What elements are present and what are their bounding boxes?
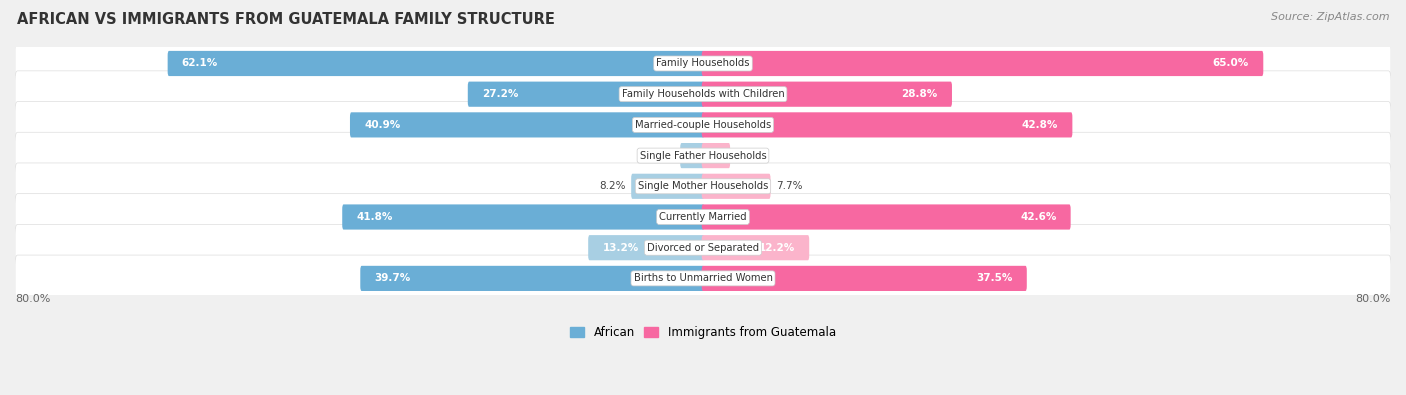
Text: 42.6%: 42.6% (1021, 212, 1056, 222)
FancyBboxPatch shape (15, 163, 1391, 210)
FancyBboxPatch shape (15, 224, 1391, 271)
FancyBboxPatch shape (350, 112, 704, 137)
Text: 2.5%: 2.5% (648, 150, 675, 161)
Text: 62.1%: 62.1% (181, 58, 218, 68)
Text: Family Households with Children: Family Households with Children (621, 89, 785, 99)
Legend: African, Immigrants from Guatemala: African, Immigrants from Guatemala (565, 322, 841, 344)
Text: Currently Married: Currently Married (659, 212, 747, 222)
Text: Divorced or Separated: Divorced or Separated (647, 243, 759, 253)
FancyBboxPatch shape (702, 204, 1070, 229)
FancyBboxPatch shape (702, 235, 810, 260)
Text: 42.8%: 42.8% (1022, 120, 1059, 130)
FancyBboxPatch shape (167, 51, 704, 76)
FancyBboxPatch shape (15, 102, 1391, 148)
FancyBboxPatch shape (681, 143, 704, 168)
Text: 13.2%: 13.2% (602, 243, 638, 253)
Text: 65.0%: 65.0% (1213, 58, 1249, 68)
Text: AFRICAN VS IMMIGRANTS FROM GUATEMALA FAMILY STRUCTURE: AFRICAN VS IMMIGRANTS FROM GUATEMALA FAM… (17, 12, 555, 27)
FancyBboxPatch shape (702, 266, 1026, 291)
FancyBboxPatch shape (631, 174, 704, 199)
Text: 27.2%: 27.2% (482, 89, 519, 99)
Text: Single Mother Households: Single Mother Households (638, 181, 768, 191)
Text: Births to Unmarried Women: Births to Unmarried Women (634, 273, 772, 283)
Text: Single Father Households: Single Father Households (640, 150, 766, 161)
Text: 28.8%: 28.8% (901, 89, 938, 99)
Text: 80.0%: 80.0% (1355, 294, 1391, 305)
Text: 39.7%: 39.7% (374, 273, 411, 283)
FancyBboxPatch shape (588, 235, 704, 260)
FancyBboxPatch shape (15, 40, 1391, 87)
Text: 41.8%: 41.8% (356, 212, 392, 222)
Text: 12.2%: 12.2% (759, 243, 794, 253)
Text: 7.7%: 7.7% (776, 181, 803, 191)
FancyBboxPatch shape (15, 255, 1391, 302)
FancyBboxPatch shape (342, 204, 704, 229)
Text: Source: ZipAtlas.com: Source: ZipAtlas.com (1271, 12, 1389, 22)
Text: Married-couple Households: Married-couple Households (636, 120, 770, 130)
Text: 80.0%: 80.0% (15, 294, 51, 305)
FancyBboxPatch shape (15, 194, 1391, 240)
FancyBboxPatch shape (702, 112, 1073, 137)
Text: 8.2%: 8.2% (599, 181, 626, 191)
FancyBboxPatch shape (468, 82, 704, 107)
FancyBboxPatch shape (702, 51, 1263, 76)
Text: 37.5%: 37.5% (976, 273, 1012, 283)
Text: 3.0%: 3.0% (735, 150, 762, 161)
FancyBboxPatch shape (702, 82, 952, 107)
FancyBboxPatch shape (15, 132, 1391, 179)
Text: Family Households: Family Households (657, 58, 749, 68)
FancyBboxPatch shape (360, 266, 704, 291)
FancyBboxPatch shape (702, 174, 770, 199)
Text: 40.9%: 40.9% (364, 120, 401, 130)
FancyBboxPatch shape (702, 143, 730, 168)
FancyBboxPatch shape (15, 71, 1391, 118)
